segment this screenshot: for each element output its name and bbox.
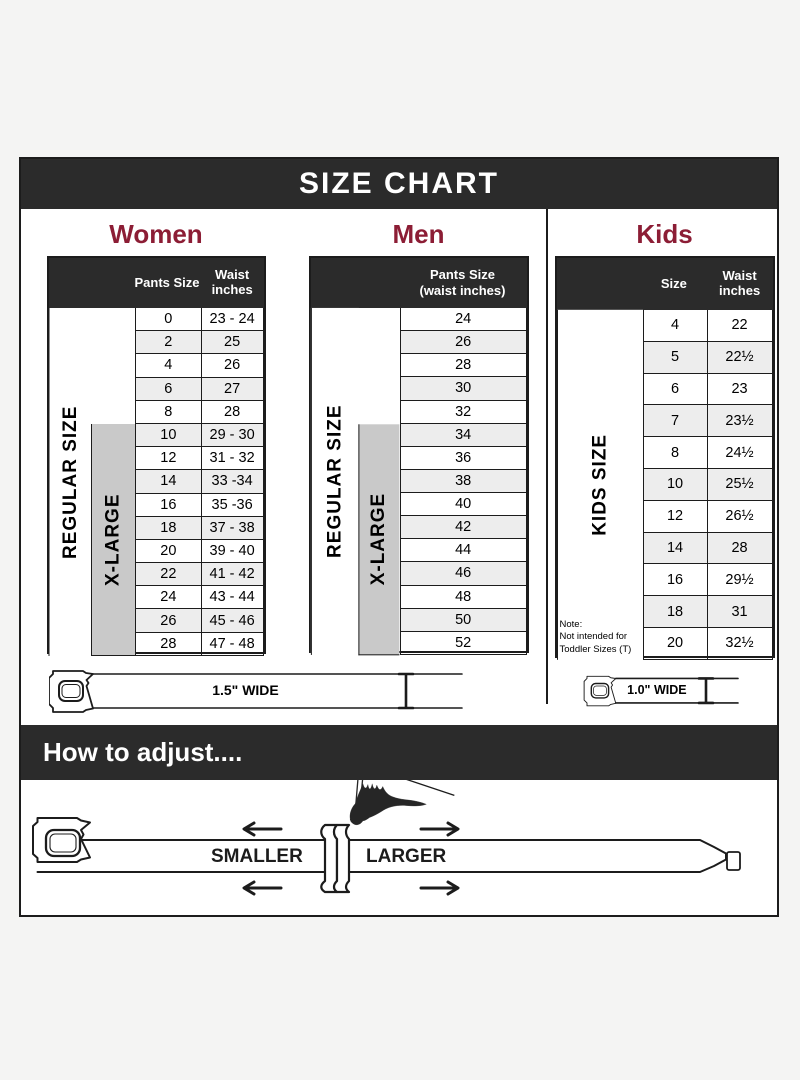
- svg-text:LARGER: LARGER: [366, 846, 447, 867]
- svg-text:SMALLER: SMALLER: [211, 846, 303, 867]
